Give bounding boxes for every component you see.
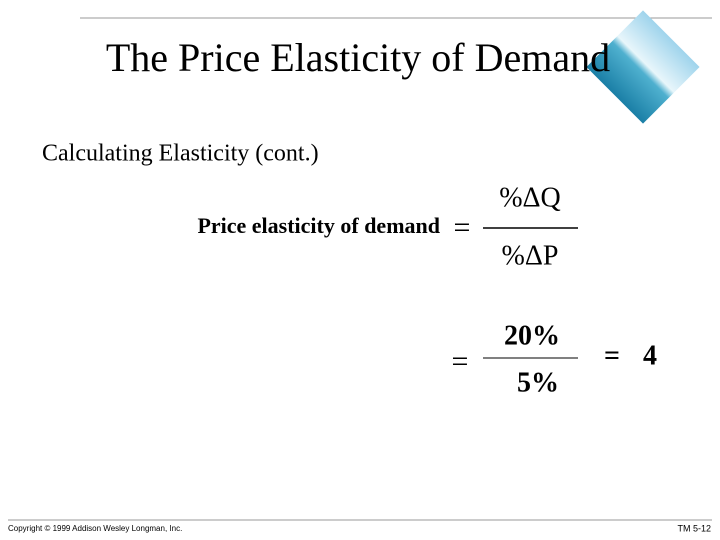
title: The Price Elasticity of Demand [106, 35, 610, 80]
denominator: %ΔP [502, 240, 559, 271]
numerator: %ΔQ [499, 182, 561, 213]
slide-id: TM 5-12 [677, 523, 711, 533]
equals: = [604, 340, 620, 371]
equals: = [452, 345, 469, 378]
subtitle: Calculating Elasticity (cont.) [42, 141, 319, 167]
formula-label: Price elasticity of demand [197, 213, 440, 238]
denominator: 5% [517, 367, 559, 398]
copyright: Copyright © 1999 Addison Wesley Longman,… [8, 524, 182, 533]
numerator: 20% [504, 320, 560, 351]
result: 4 [643, 340, 657, 371]
equals: = [454, 211, 471, 244]
